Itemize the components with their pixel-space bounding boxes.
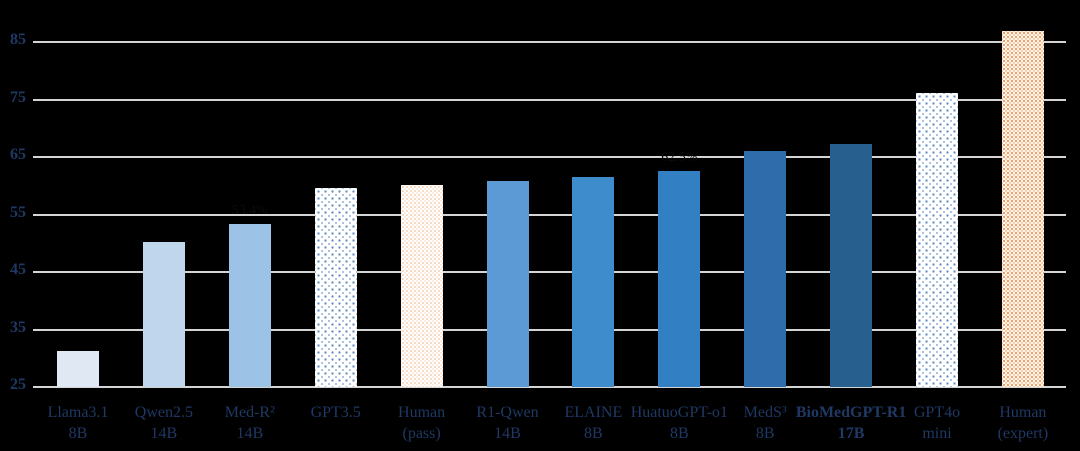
bar-label-name: Qwen2.5 [134, 404, 193, 421]
gridline-55 [33, 213, 1066, 216]
bar-label-biomedgpt-r1-17b: BioMedGPT-R1 17B [771, 402, 931, 444]
bar-label-size: 8B [584, 425, 603, 442]
bar-label-name: HuatuoGPT-o1 [630, 404, 728, 421]
bar-gpt4o-mini [916, 93, 958, 387]
y-axis-tick-label: 55 [10, 203, 26, 221]
bar-label-r1-qwen-14b: R1-Qwen 14B [428, 402, 588, 444]
bar-label-elaine-8b: ELAINE 8B [513, 402, 673, 444]
gridline-65 [33, 156, 1066, 158]
bar-label-size: 8B [669, 425, 689, 442]
bar-label-name: Human [999, 404, 1047, 421]
bar-biomedgpt-r1-17b [830, 144, 873, 387]
gridline-35 [33, 328, 1066, 331]
gridline-25 [33, 386, 1066, 388]
bar-value-annotation: 62.5% [661, 150, 698, 166]
bar-human-expert [1001, 30, 1044, 387]
gridline-75 [33, 98, 1066, 101]
bar-llama3-1-8b [57, 350, 99, 387]
bar-label-human-pass: Human (pass) [342, 402, 502, 444]
bar-label-size: 14B [494, 425, 521, 442]
bar-label-size: (pass) [402, 425, 441, 442]
bar-label-name: Llama3.1 [47, 404, 109, 421]
bar-label-size: (expert) [997, 425, 1049, 442]
y-axis-tick-label: 75 [10, 88, 26, 106]
bar-label-gpt3-5: GPT3.5 [256, 402, 416, 423]
bar-gpt3-5 [314, 187, 357, 387]
bar-label-size: 14B [150, 425, 178, 442]
bar-label-name: Human [398, 404, 446, 421]
y-axis-tick-label: 45 [10, 261, 26, 278]
bar-label-name: ELAINE [564, 404, 623, 421]
bar-label-gpt4o-mini: GPT4o mini [857, 402, 1017, 444]
bar-label-size: 14B [236, 425, 264, 442]
bar-label-med-r-14b: Med-R² 14B [170, 402, 330, 444]
gridline-45 [33, 271, 1066, 273]
bar-label-meds-8b: MedS³ 8B [685, 402, 845, 444]
bar-label-name: GPT4o [913, 404, 961, 421]
bar-label-name: MedS³ [743, 404, 787, 421]
bar-label-size: mini [922, 425, 952, 442]
bar-human-pass [400, 185, 443, 387]
y-axis-tick-label: 25 [10, 376, 26, 393]
bar-value-annotation: 53.4% [231, 202, 268, 218]
gridline-85 [33, 41, 1066, 43]
bar-label-name: Med-R² [224, 404, 275, 421]
bar-elaine-8b [572, 177, 615, 387]
bar-label-qwen2-5-14b: Qwen2.5 14B [84, 402, 244, 444]
bar-med-r-14b [228, 223, 271, 387]
bar-label-size: 17B [837, 425, 865, 442]
bar-label-llama3-1-8b: Llama3.1 8B [0, 402, 158, 444]
bar-label-size: 8B [68, 425, 88, 442]
bar-qwen2-5-14b [142, 242, 185, 387]
bar-meds-8b [744, 151, 787, 388]
y-axis-tick-label: 35 [10, 318, 26, 336]
y-axis-tick-label: 65 [10, 146, 26, 163]
bar-label-huatuogpt-o1-8b: HuatuoGPT-o1 8B [599, 402, 759, 444]
bar-label-size: 8B [755, 425, 775, 442]
bar-label-name: BioMedGPT-R1 [795, 404, 907, 421]
y-axis-tick-label: 85 [10, 31, 26, 48]
bar-r1-qwen-14b [486, 181, 529, 387]
bar-label-name: R1-Qwen [476, 404, 539, 421]
bar-label-name: GPT3.5 [310, 404, 361, 421]
bar-huatuogpt-o1-8b [658, 171, 701, 387]
bar-label-human-expert: Human (expert) [943, 402, 1080, 444]
